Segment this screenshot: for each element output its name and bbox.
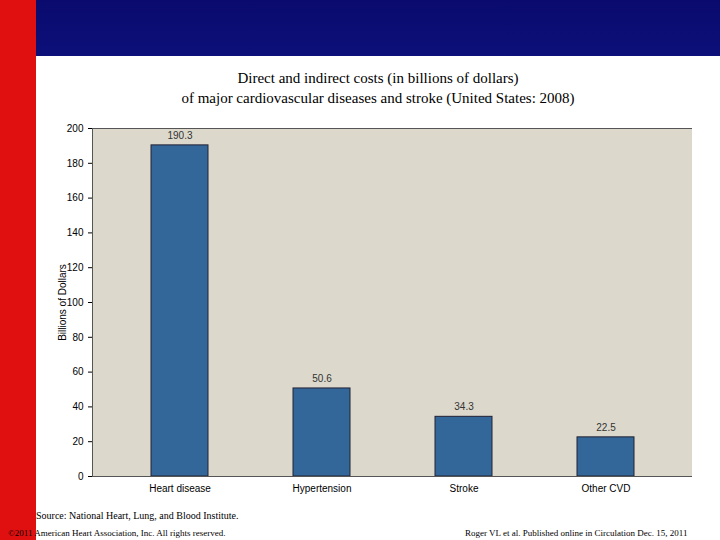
svg-text:160: 160 (67, 192, 84, 203)
html-text:Roger VL et al. Published onli: Roger VL et al. Published online in Circ… (465, 528, 688, 538)
svg-text:120: 120 (67, 262, 84, 273)
svg-text:20: 20 (72, 436, 84, 447)
svg-text:80: 80 (72, 332, 84, 343)
html-text:of major cardiovascular diseas: of major cardiovascular diseases and str… (181, 90, 575, 106)
html-text:Direct and indirect costs (in: Direct and indirect costs (in billions o… (237, 70, 519, 86)
svg-text:Hypertension: Hypertension (293, 483, 352, 494)
html-text:©2011 American Heart Associati: ©2011 American Heart Association, Inc. A… (8, 528, 226, 538)
svg-text:Other CVD: Other CVD (582, 483, 631, 494)
svg-text:100: 100 (67, 297, 84, 308)
svg-text:Heart disease: Heart disease (149, 483, 211, 494)
svg-text:200: 200 (67, 123, 84, 134)
svg-text:Stroke: Stroke (450, 483, 479, 494)
svg-text:34.3: 34.3 (454, 401, 474, 412)
svg-text:40: 40 (72, 401, 84, 412)
svg-text:0: 0 (78, 471, 84, 482)
html-text:Source: National Heart, Lung,: Source: National Heart, Lung, and Blood … (36, 510, 239, 521)
svg-text:22.5: 22.5 (596, 422, 616, 433)
svg-text:140: 140 (67, 227, 84, 238)
svg-text:180: 180 (67, 158, 84, 169)
svg-text:50.6: 50.6 (312, 373, 332, 384)
svg-text:Billions of Dollars: Billions of Dollars (57, 264, 68, 341)
svg-text:190.3: 190.3 (167, 130, 192, 141)
svg-text:60: 60 (72, 366, 84, 377)
